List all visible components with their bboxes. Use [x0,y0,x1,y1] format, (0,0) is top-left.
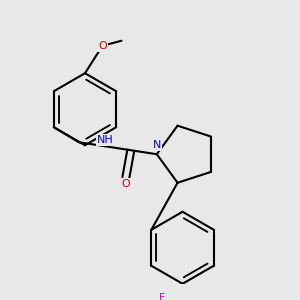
Text: F: F [159,293,166,300]
Text: N: N [153,140,161,150]
Text: NH: NH [97,135,114,145]
Text: O: O [98,41,107,51]
Text: O: O [122,179,130,189]
